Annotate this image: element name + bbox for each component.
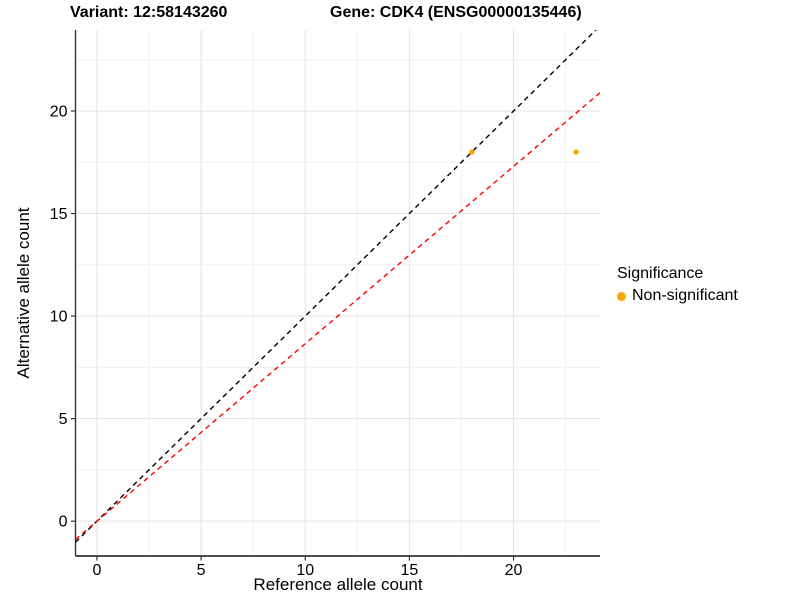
data-point	[469, 149, 475, 155]
non-significant-point-icon	[617, 291, 626, 301]
x-tick-label: 5	[197, 562, 206, 579]
x-tick-label: 10	[296, 562, 314, 579]
x-tick-label: 20	[505, 562, 523, 579]
gene-title: Gene: CDK4 (ENSG00000135446)	[330, 4, 582, 21]
y-tick-label: 15	[50, 206, 68, 223]
data-point	[573, 149, 579, 155]
identity-line	[75, 30, 597, 543]
y-tick-label: 20	[50, 104, 68, 121]
y-tick-label: 10	[50, 309, 68, 326]
y-axis-title: Alternative allele count	[14, 207, 33, 379]
variant-title: Variant: 12:58143260	[70, 4, 228, 21]
legend-item-label: Non-significant	[632, 287, 738, 304]
y-tick-label: 5	[59, 411, 68, 428]
y-tick-label: 0	[59, 514, 68, 531]
legend-item-non-significant: Non-significant	[617, 287, 738, 305]
allelic-ratio-line	[75, 92, 600, 540]
legend-title: Significance	[617, 265, 704, 282]
x-tick-label: 15	[401, 562, 419, 579]
x-tick-label: 0	[93, 562, 102, 579]
x-axis-title: Reference allele count	[253, 575, 423, 594]
legend: Significance Non-significant	[617, 264, 738, 305]
